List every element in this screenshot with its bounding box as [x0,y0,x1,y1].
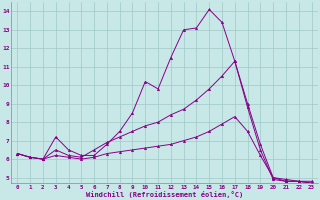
X-axis label: Windchill (Refroidissement éolien,°C): Windchill (Refroidissement éolien,°C) [86,191,243,198]
